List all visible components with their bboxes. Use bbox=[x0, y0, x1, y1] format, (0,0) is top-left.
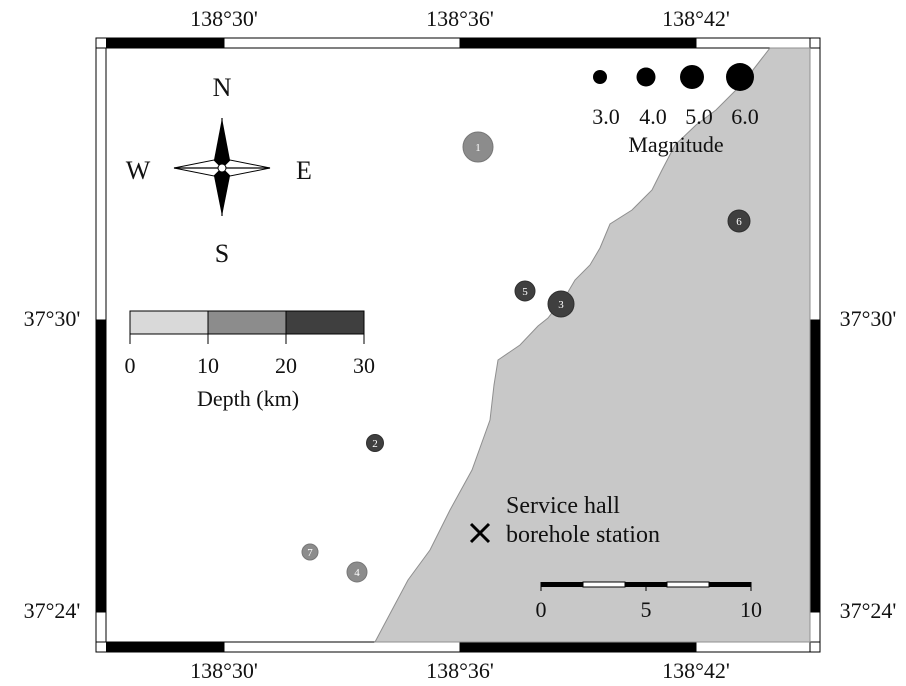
event-2-marker: 2 bbox=[366, 434, 384, 452]
compass-east-label: E bbox=[296, 156, 312, 185]
event-2-label: 2 bbox=[372, 438, 378, 450]
depth-tick-30: 30 bbox=[353, 353, 375, 378]
right-lat-tick-2: 37°24' bbox=[840, 598, 897, 623]
top-lon-tick-2: 138°36' bbox=[426, 6, 494, 31]
magnitude-legend: 3.0 4.0 5.0 6.0 Magnitude bbox=[592, 63, 759, 157]
station-label-line-2: borehole station bbox=[506, 522, 660, 548]
magnitude-value-5: 5.0 bbox=[685, 104, 713, 129]
event-5-marker: 5 bbox=[514, 280, 536, 302]
event-7-label: 7 bbox=[307, 547, 313, 559]
frame-bars bbox=[95, 37, 821, 653]
scale-tick-10: 10 bbox=[740, 597, 762, 622]
event-1-label: 1 bbox=[475, 142, 481, 154]
earthquake-events: 1 2 3 4 5 6 7 bbox=[301, 131, 751, 583]
depth-legend: 0 10 20 30 Depth (km) bbox=[125, 310, 375, 411]
magnitude-value-3: 3.0 bbox=[592, 104, 620, 129]
depth-tick-20: 20 bbox=[275, 353, 297, 378]
compass-west-label: W bbox=[126, 156, 151, 185]
event-6-marker: 6 bbox=[727, 209, 751, 233]
scale-tick-0: 0 bbox=[536, 597, 547, 622]
compass-south-label: S bbox=[215, 239, 229, 268]
magnitude-legend-title: Magnitude bbox=[628, 132, 723, 157]
event-6-label: 6 bbox=[736, 216, 742, 228]
event-3-label: 3 bbox=[558, 299, 564, 311]
bottom-lon-tick-2: 138°36' bbox=[426, 658, 494, 683]
event-4-label: 4 bbox=[354, 567, 360, 579]
top-lon-tick-1: 138°30' bbox=[190, 6, 258, 31]
compass-rose: N S W E bbox=[126, 73, 312, 268]
scale-bar: 0 5 10 bbox=[536, 581, 762, 622]
magnitude-value-6: 6.0 bbox=[731, 104, 759, 129]
left-lat-tick-2: 37°24' bbox=[24, 598, 81, 623]
bottom-lon-tick-3: 138°42' bbox=[662, 658, 730, 683]
station-label-line-1: Service hall bbox=[506, 493, 620, 519]
depth-tick-10: 10 bbox=[197, 353, 219, 378]
compass-north-label: N bbox=[213, 73, 232, 102]
event-7-marker: 7 bbox=[301, 543, 319, 561]
depth-tick-0: 0 bbox=[125, 353, 136, 378]
event-3-marker: 3 bbox=[547, 290, 575, 318]
depth-legend-title: Depth (km) bbox=[197, 386, 299, 411]
top-lon-tick-3: 138°42' bbox=[662, 6, 730, 31]
event-1-marker: 1 bbox=[462, 131, 494, 163]
event-5-label: 5 bbox=[522, 286, 528, 298]
right-lat-tick-1: 37°30' bbox=[840, 306, 897, 331]
event-4-marker: 4 bbox=[346, 561, 368, 583]
bottom-lon-tick-1: 138°30' bbox=[190, 658, 258, 683]
magnitude-value-4: 4.0 bbox=[639, 104, 667, 129]
station-marker: Service hall borehole station bbox=[469, 493, 660, 548]
land-area bbox=[374, 47, 811, 643]
scale-tick-5: 5 bbox=[641, 597, 652, 622]
left-lat-tick-1: 37°30' bbox=[24, 306, 81, 331]
